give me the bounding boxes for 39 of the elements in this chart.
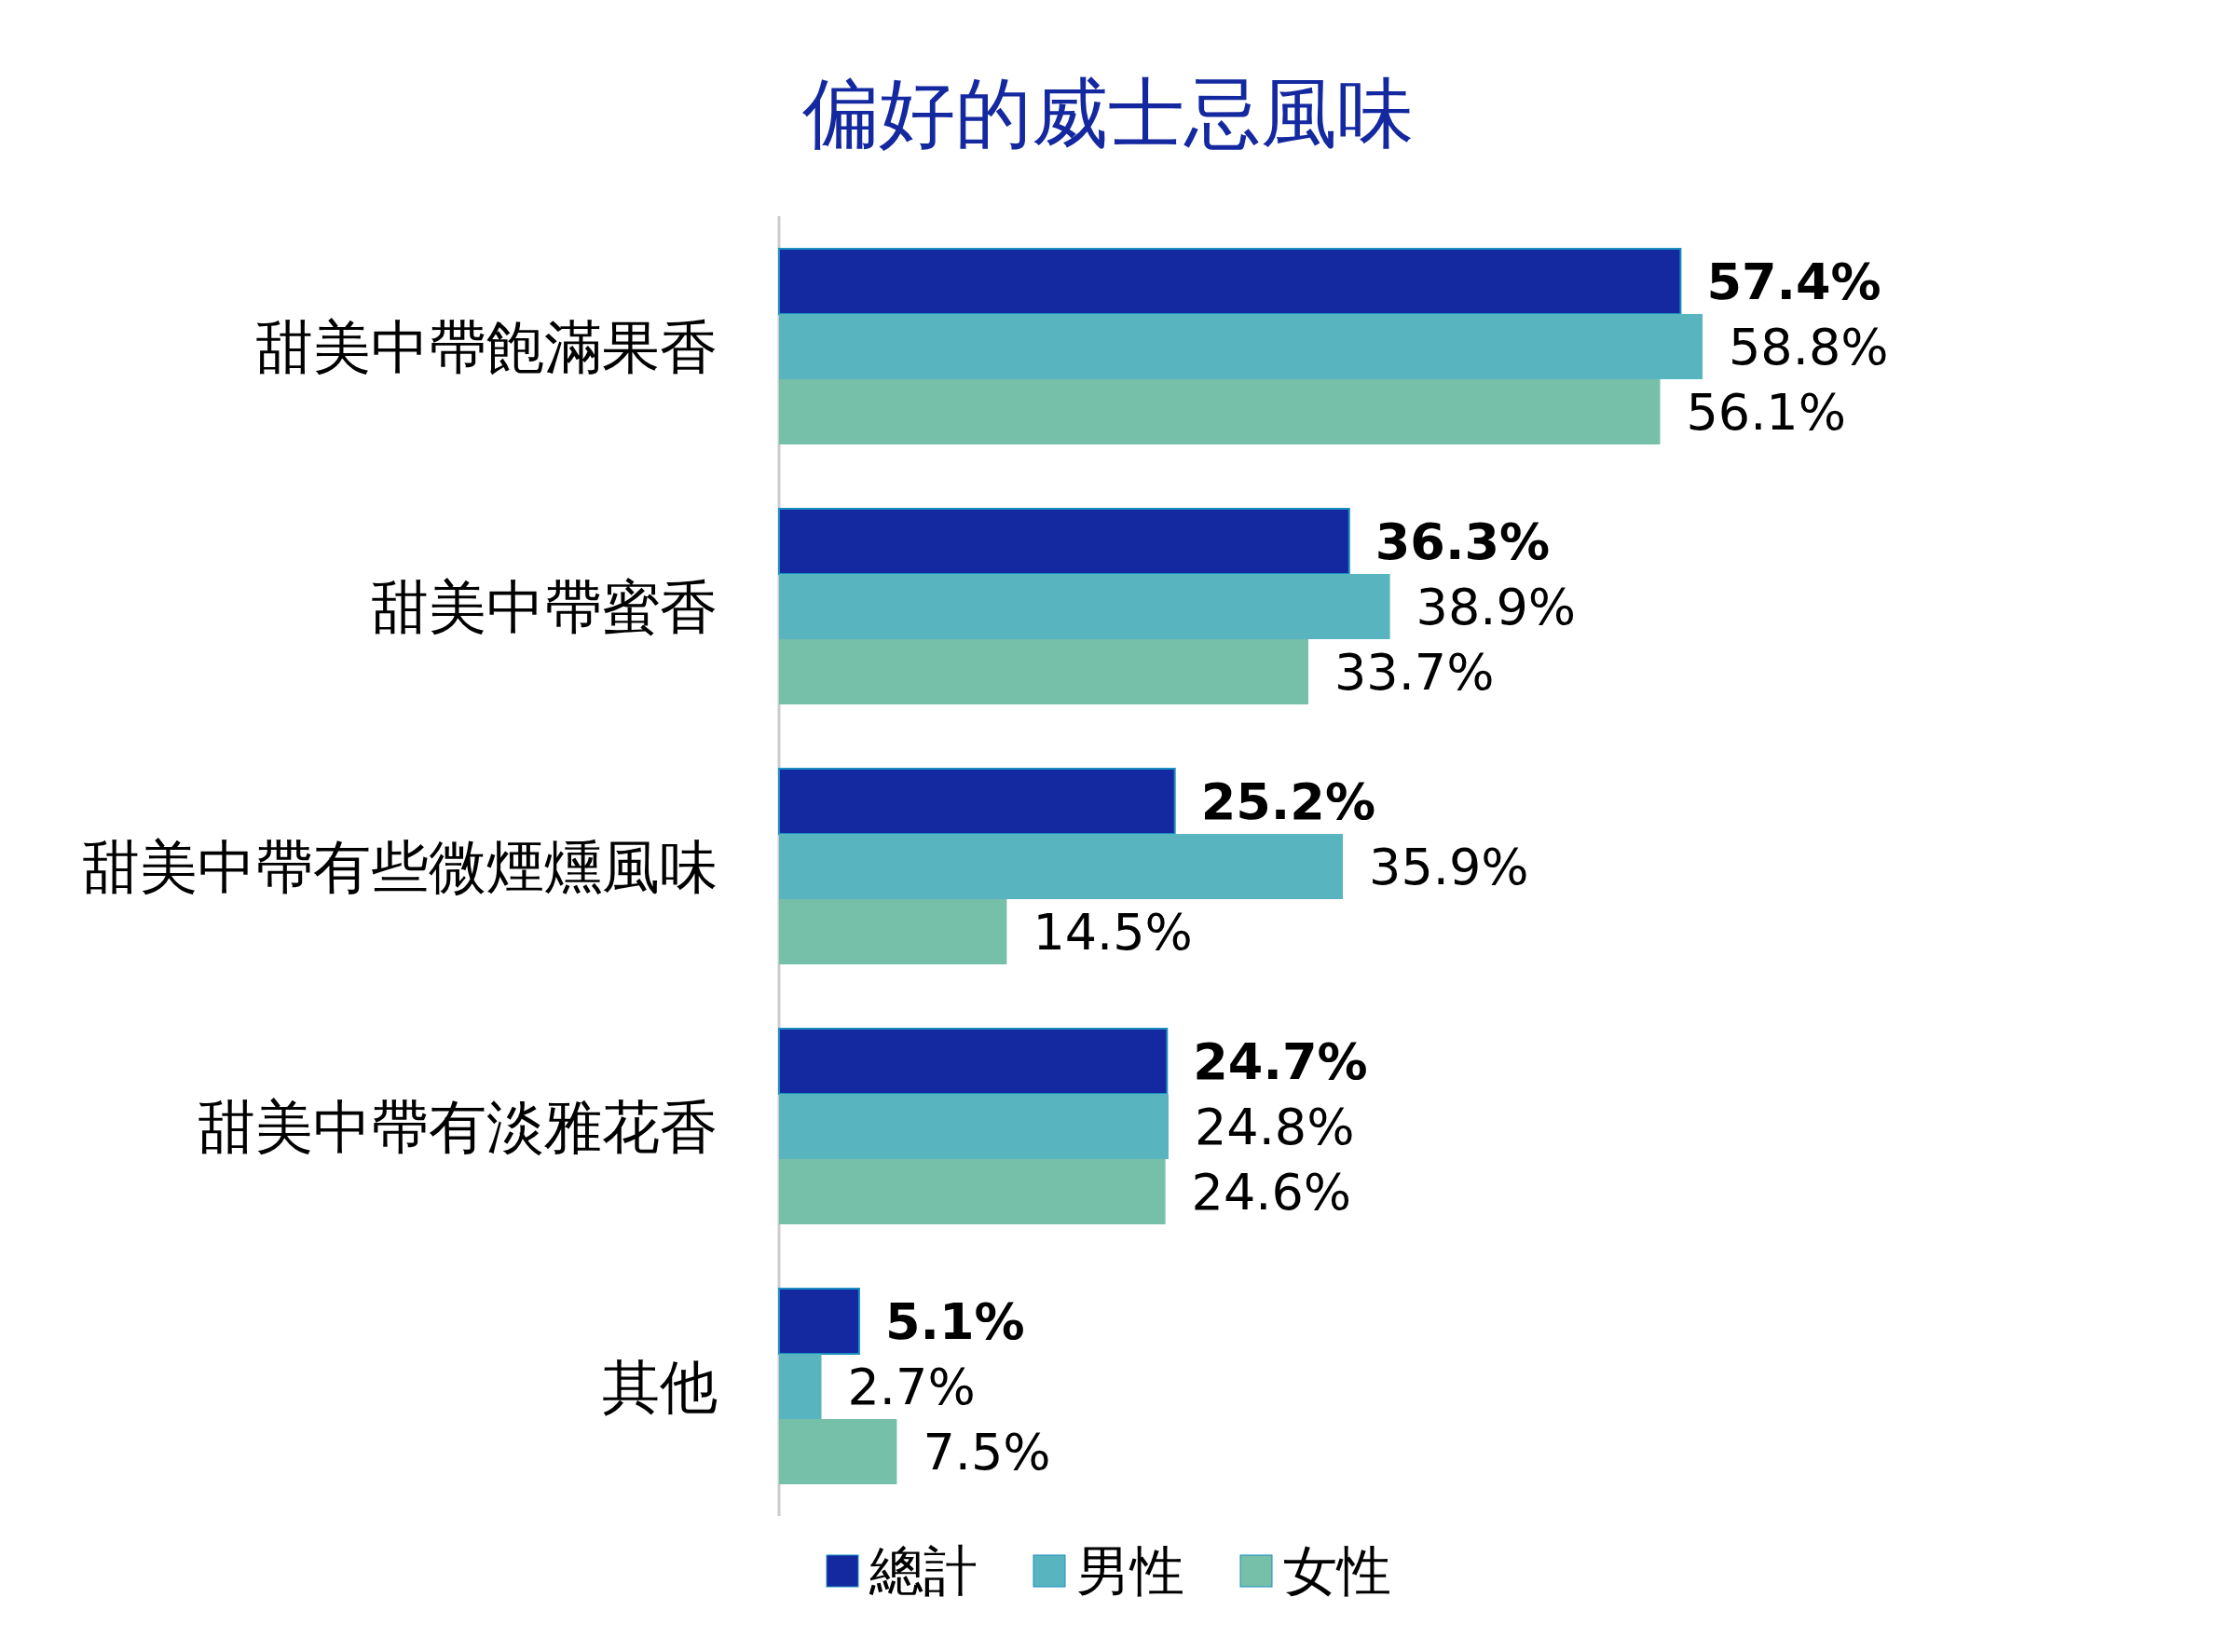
bar [779,379,1661,444]
y-tick-label: 甜美中帶蜜香 [371,572,718,641]
data-label: 33.7% [1334,642,1495,702]
data-label: 14.5% [1033,902,1193,962]
bar [779,574,1390,639]
bar [779,899,1007,964]
data-label: 35.9% [1369,837,1529,896]
data-label: 24.8% [1194,1097,1355,1156]
legend-label: 總計 [869,1539,978,1603]
data-label: 24.6% [1191,1162,1352,1222]
data-label: 2.7% [847,1357,976,1416]
data-label: 7.5% [923,1422,1051,1481]
data-label: 58.8% [1729,317,1889,376]
bar [779,314,1703,379]
bar [778,1288,860,1355]
bar [778,1028,1169,1095]
bar [779,1159,1166,1224]
bar [779,1419,897,1484]
data-label: 57.4% [1706,252,1881,311]
y-tick-label: 甜美中帶有淡雅花香 [198,1092,718,1161]
y-tick-label: 甜美中帶飽滿果香 [255,312,718,381]
bar [778,768,1176,835]
legend-label: 女性 [1283,1539,1391,1603]
bar [779,1094,1169,1159]
chart-title: 偏好的威士忌風味 [802,68,1414,157]
y-tick-label: 甜美中帶有些微煙燻風味 [82,832,718,901]
data-label: 56.1% [1686,382,1847,442]
bar [779,834,1344,899]
data-label: 38.9% [1416,577,1577,636]
bar [778,248,1682,315]
data-label: 5.1% [884,1291,1025,1351]
data-label: 25.2% [1200,771,1376,831]
bar [778,508,1350,575]
data-label: 24.7% [1193,1031,1368,1091]
data-label: 36.3% [1375,512,1551,571]
y-tick-label: 其他 [602,1352,718,1421]
legend-label: 男性 [1076,1539,1184,1603]
bar [779,639,1308,704]
bar [779,1354,822,1419]
